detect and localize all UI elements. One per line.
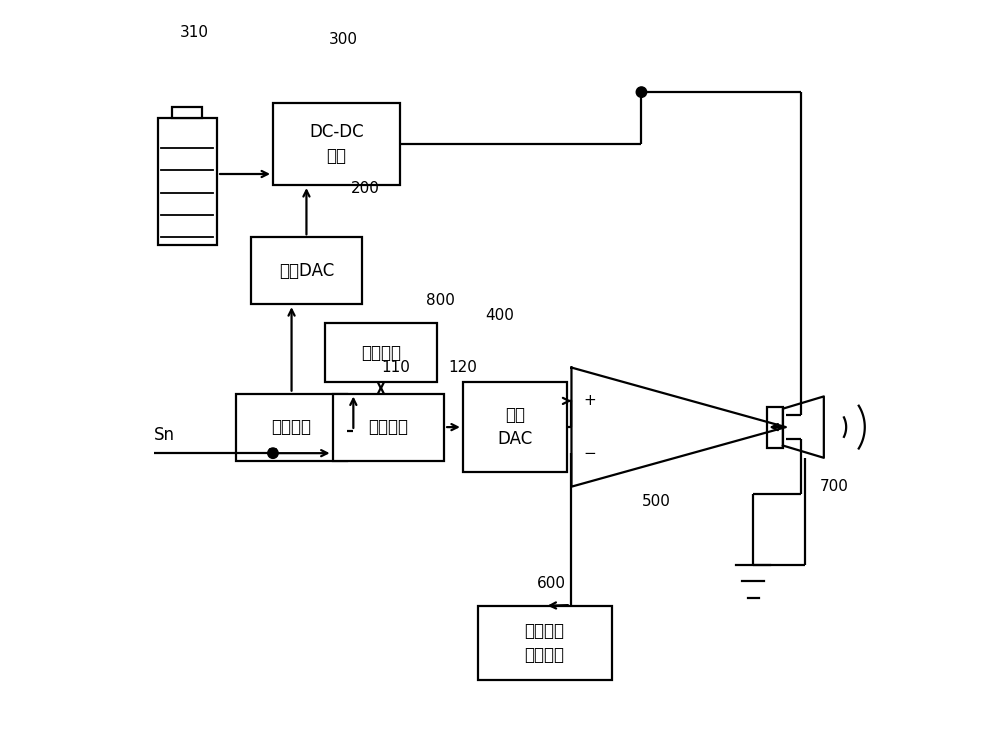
Bar [251, 237, 362, 304]
Text: 310: 310 [180, 25, 209, 40]
Text: +: + [584, 394, 596, 409]
Text: 600: 600 [537, 576, 566, 591]
Bar [767, 406, 783, 448]
Bar [158, 118, 217, 244]
Text: 镜像负压
转换电路: 镜像负压 转换电路 [525, 622, 565, 664]
Text: 400: 400 [485, 308, 514, 323]
Text: 200: 200 [351, 182, 380, 196]
Text: 第一DAC: 第一DAC [279, 262, 334, 280]
Bar [325, 323, 437, 382]
Text: DC-DC
电路: DC-DC 电路 [309, 124, 364, 165]
Text: 缓冲单元: 缓冲单元 [368, 418, 408, 436]
Bar [463, 382, 567, 472]
Text: 处理单元: 处理单元 [272, 418, 312, 436]
Bar [236, 394, 347, 460]
Text: 300: 300 [329, 32, 358, 47]
Text: 存储单元: 存储单元 [361, 344, 401, 362]
Bar [478, 606, 612, 680]
Text: 110: 110 [381, 360, 410, 375]
Circle shape [636, 87, 647, 98]
Bar [273, 104, 400, 185]
Text: Sn: Sn [154, 426, 175, 444]
Text: 第二
DAC: 第二 DAC [497, 406, 533, 448]
Text: −: − [584, 446, 596, 460]
Text: 800: 800 [426, 293, 454, 308]
Bar [172, 107, 202, 118]
Text: 700: 700 [820, 479, 849, 494]
Text: 120: 120 [448, 360, 477, 375]
Circle shape [268, 448, 278, 458]
Bar [332, 394, 444, 460]
Text: 500: 500 [641, 494, 670, 509]
